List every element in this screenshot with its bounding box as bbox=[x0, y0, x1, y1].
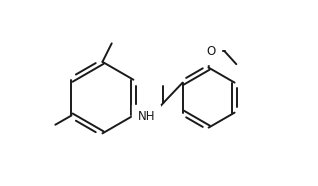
Text: NH: NH bbox=[137, 110, 155, 123]
Text: O: O bbox=[206, 45, 216, 58]
